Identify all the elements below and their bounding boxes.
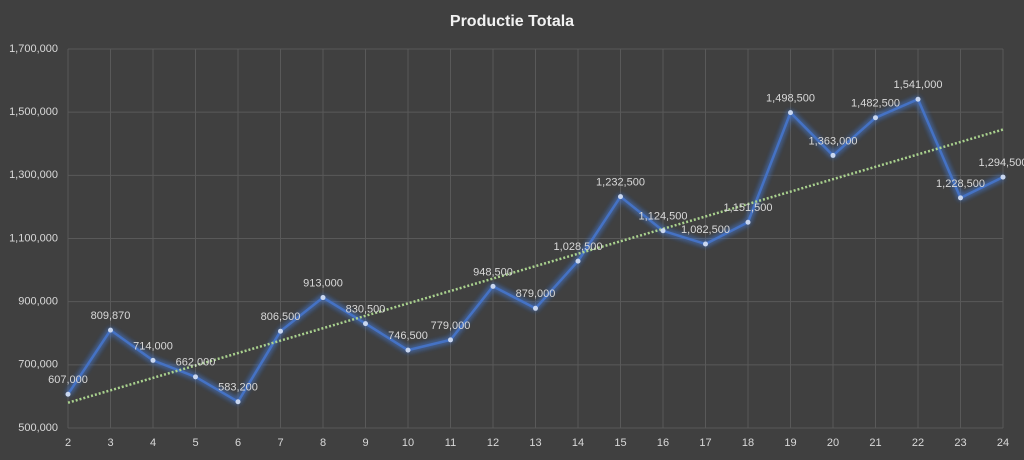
x-tick-label: 17 xyxy=(699,437,711,449)
x-tick-label: 16 xyxy=(657,437,669,449)
x-tick-label: 9 xyxy=(362,437,368,449)
data-point xyxy=(745,219,751,225)
x-tick-label: 12 xyxy=(487,437,499,449)
x-tick-label: 24 xyxy=(997,437,1009,449)
data-label: 879,000 xyxy=(516,288,556,300)
x-tick-label: 8 xyxy=(320,437,326,449)
data-label: 583,200 xyxy=(218,382,258,394)
y-tick-label: 1,100,000 xyxy=(9,232,58,244)
x-tick-label: 6 xyxy=(235,437,241,449)
data-point xyxy=(320,295,326,301)
data-label: 1,232,500 xyxy=(596,177,645,189)
x-tick-label: 2 xyxy=(65,437,71,449)
data-point xyxy=(533,305,538,311)
data-point xyxy=(150,357,156,363)
data-point xyxy=(830,152,836,158)
x-tick-label: 14 xyxy=(572,437,584,449)
data-point xyxy=(575,258,581,264)
x-tick-label: 18 xyxy=(742,437,754,449)
data-point xyxy=(915,96,921,102)
data-label: 948,500 xyxy=(473,266,513,278)
y-tick-label: 1,300,000 xyxy=(9,169,58,181)
data-point xyxy=(235,399,241,405)
y-tick-label: 1,500,000 xyxy=(9,106,58,118)
x-tick-label: 22 xyxy=(912,437,924,449)
data-point xyxy=(873,115,878,121)
data-label: 1,151,500 xyxy=(724,202,773,214)
data-label: 1,498,500 xyxy=(766,93,815,105)
data-point xyxy=(490,283,496,289)
data-label: 806,500 xyxy=(261,311,301,323)
x-tick-label: 21 xyxy=(869,437,881,449)
data-label: 1,541,000 xyxy=(894,79,943,91)
x-tick-label: 5 xyxy=(192,437,198,449)
data-point xyxy=(405,347,411,353)
data-label: 1,228,500 xyxy=(936,178,985,190)
data-point xyxy=(788,110,793,116)
x-tick-label: 7 xyxy=(277,437,283,449)
data-label: 1,028,500 xyxy=(554,241,603,253)
data-label: 746,500 xyxy=(388,330,428,342)
data-label: 779,000 xyxy=(431,320,471,332)
data-label: 1,124,500 xyxy=(639,211,688,223)
data-point xyxy=(65,391,71,397)
x-tick-label: 20 xyxy=(827,437,839,449)
y-tick-label: 900,000 xyxy=(18,296,58,308)
data-point xyxy=(958,195,963,201)
data-point xyxy=(108,327,113,333)
y-tick-label: 1,700,000 xyxy=(9,43,58,55)
data-point xyxy=(278,328,283,334)
data-label: 913,000 xyxy=(303,277,343,289)
data-point xyxy=(1000,174,1006,180)
x-tick-label: 10 xyxy=(402,437,414,449)
data-label: 714,000 xyxy=(133,340,173,352)
data-point xyxy=(363,321,368,327)
data-label: 1,082,500 xyxy=(681,224,730,236)
x-tick-label: 11 xyxy=(445,437,456,449)
chart-title: Productie Totala xyxy=(450,13,574,30)
data-point xyxy=(660,228,666,234)
x-tick-label: 13 xyxy=(529,437,541,449)
x-tick-label: 15 xyxy=(614,437,626,449)
data-label: 607,000 xyxy=(48,374,88,386)
data-label: 1,294,500 xyxy=(979,157,1024,169)
data-point xyxy=(448,337,453,343)
data-point xyxy=(703,241,708,247)
data-label: 809,870 xyxy=(91,310,131,322)
x-tick-label: 4 xyxy=(150,437,156,449)
x-tick-label: 3 xyxy=(107,437,113,449)
data-point xyxy=(193,374,198,380)
y-tick-label: 700,000 xyxy=(18,359,58,371)
data-point xyxy=(618,194,623,200)
x-tick-label: 23 xyxy=(954,437,966,449)
data-label: 1,363,000 xyxy=(809,135,858,147)
data-label: 662,000 xyxy=(176,357,216,369)
y-tick-label: 500,000 xyxy=(18,422,58,434)
data-label: 830,500 xyxy=(346,304,386,316)
data-label: 1,482,500 xyxy=(851,98,900,110)
x-tick-label: 19 xyxy=(784,437,796,449)
